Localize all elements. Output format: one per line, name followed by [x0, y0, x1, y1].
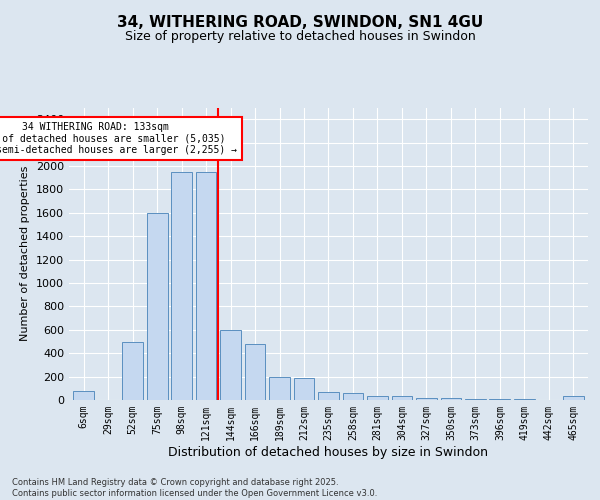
X-axis label: Distribution of detached houses by size in Swindon: Distribution of detached houses by size … [169, 446, 488, 458]
Bar [122, 342, 143, 400]
Bar [440, 398, 461, 400]
Bar [465, 399, 486, 400]
Bar [196, 172, 217, 400]
Bar [367, 396, 388, 400]
Bar [220, 330, 241, 400]
Bar [416, 398, 437, 400]
Bar [563, 396, 584, 400]
Bar [318, 392, 339, 400]
Bar [293, 378, 314, 400]
Bar [245, 344, 265, 400]
Bar [147, 213, 167, 400]
Bar [392, 396, 412, 400]
Text: 34 WITHERING ROAD: 133sqm
← 69% of detached houses are smaller (5,035)
31% of se: 34 WITHERING ROAD: 133sqm ← 69% of detac… [0, 122, 237, 154]
Bar [343, 393, 364, 400]
Bar [171, 172, 192, 400]
Bar [73, 391, 94, 400]
Bar [269, 377, 290, 400]
Text: Size of property relative to detached houses in Swindon: Size of property relative to detached ho… [125, 30, 475, 43]
Text: Contains HM Land Registry data © Crown copyright and database right 2025.
Contai: Contains HM Land Registry data © Crown c… [12, 478, 377, 498]
Y-axis label: Number of detached properties: Number of detached properties [20, 166, 31, 342]
Text: 34, WITHERING ROAD, SWINDON, SN1 4GU: 34, WITHERING ROAD, SWINDON, SN1 4GU [117, 15, 483, 30]
